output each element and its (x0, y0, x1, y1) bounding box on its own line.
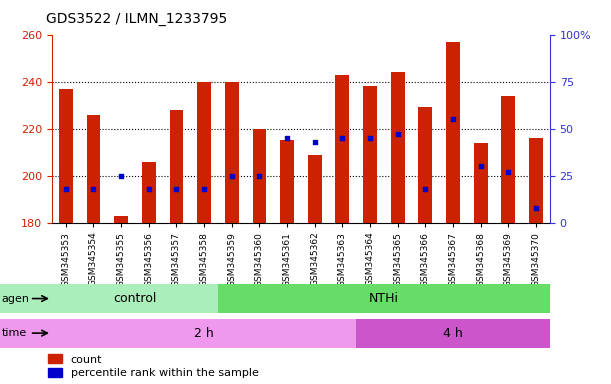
Point (144, 186, 153, 192)
Bar (252, 129, 266, 223)
Text: 2 h: 2 h (194, 327, 214, 339)
Text: NTHi: NTHi (369, 292, 399, 305)
Bar (474, 143, 488, 223)
Bar (87, 114, 100, 223)
Bar (225, 81, 239, 223)
Text: time: time (1, 328, 27, 338)
Bar (142, 162, 156, 223)
Point (255, 173, 265, 179)
Text: agent: agent (1, 293, 34, 304)
Point (227, 173, 236, 179)
Point (365, 135, 375, 141)
Legend: count, percentile rank within the sample: count, percentile rank within the sample (48, 354, 258, 379)
Point (172, 186, 181, 192)
Bar (391, 72, 404, 223)
Point (61, 186, 71, 192)
Bar (169, 110, 183, 223)
Point (337, 135, 347, 141)
Point (310, 139, 320, 145)
Bar (59, 89, 73, 223)
Bar (529, 138, 543, 223)
Point (420, 186, 430, 192)
Text: GDS3522 / ILMN_1233795: GDS3522 / ILMN_1233795 (46, 12, 227, 25)
Text: control: control (113, 292, 156, 305)
Bar (114, 216, 128, 223)
Point (531, 205, 541, 211)
Bar (502, 96, 515, 223)
Bar (446, 41, 460, 223)
Point (448, 116, 458, 122)
Bar (197, 81, 211, 223)
Bar (280, 141, 294, 223)
Point (282, 135, 292, 141)
Bar (419, 108, 433, 223)
Point (476, 163, 486, 169)
Point (393, 131, 403, 137)
Point (199, 186, 209, 192)
Text: 4 h: 4 h (443, 327, 463, 339)
Bar (363, 86, 377, 223)
Point (116, 173, 126, 179)
Bar (308, 154, 321, 223)
Bar (335, 74, 349, 223)
Point (89, 186, 98, 192)
Point (503, 169, 513, 175)
